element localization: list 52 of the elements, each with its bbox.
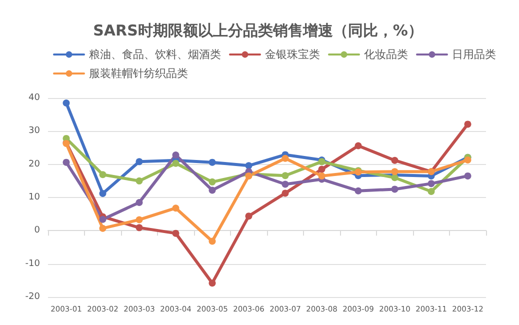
- y-tick-label: -20: [25, 292, 40, 302]
- point: [99, 216, 106, 223]
- point: [62, 99, 70, 106]
- point: [318, 166, 326, 173]
- point: [354, 187, 362, 194]
- point: [391, 156, 398, 164]
- point: [208, 186, 216, 194]
- y-tick-label: 20: [28, 159, 40, 170]
- legend-label: 粮油、食品、饮料、烟酒类: [89, 48, 221, 61]
- point: [99, 190, 106, 198]
- point: [282, 154, 289, 162]
- point: [99, 171, 106, 178]
- point: [245, 162, 252, 170]
- y-tick-label: 0: [34, 226, 40, 236]
- point: [391, 174, 398, 182]
- point: [208, 158, 216, 166]
- point: [282, 190, 289, 197]
- point: [172, 230, 180, 237]
- point: [318, 172, 326, 180]
- point: [464, 172, 472, 180]
- point: [428, 188, 435, 196]
- legend-label: 金银珠宝类: [265, 48, 320, 61]
- point: [99, 224, 106, 232]
- point: [172, 160, 180, 167]
- point: [208, 178, 216, 186]
- point: [428, 180, 435, 188]
- y-tick-label: 40: [28, 93, 40, 103]
- point: [208, 280, 216, 287]
- point: [62, 158, 70, 166]
- point: [464, 156, 472, 164]
- point: [172, 152, 180, 159]
- point: [136, 198, 143, 206]
- point: [464, 120, 472, 128]
- point: [354, 142, 362, 150]
- point: [208, 238, 216, 245]
- point: [391, 168, 398, 176]
- point: [282, 172, 289, 180]
- point: [136, 158, 143, 166]
- y-tick-label: 10: [28, 192, 40, 202]
- point: [391, 186, 398, 193]
- legend-label: 服装鞋帽针纺织品类: [89, 67, 188, 80]
- point: [136, 216, 143, 224]
- legend-label: 日用品类: [452, 48, 496, 61]
- point: [136, 177, 143, 184]
- y-tick-label: 30: [28, 126, 40, 136]
- point: [172, 204, 180, 212]
- chart-title: SARS时期限额以上分品类销售增速（同比，%）: [93, 22, 423, 40]
- point: [282, 180, 289, 188]
- point: [136, 224, 143, 232]
- legend-label: 化妆品类: [364, 48, 408, 61]
- point: [245, 212, 252, 220]
- y-tick-label: -10: [25, 258, 40, 269]
